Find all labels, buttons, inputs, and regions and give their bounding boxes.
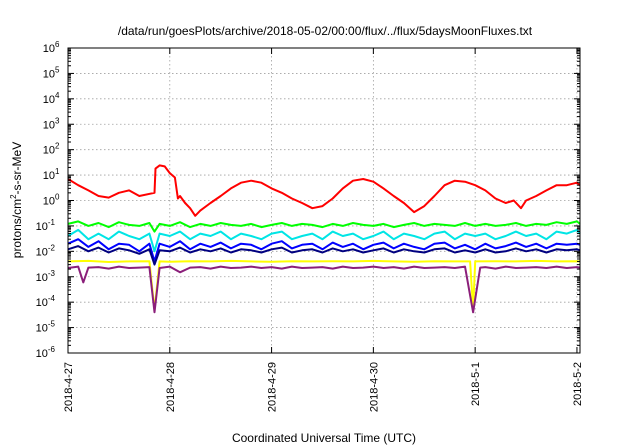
y-axis-label-unit: protons/cm (10, 199, 24, 258)
y-axis-label: protons/cm2-s-sr-MeV (9, 142, 24, 258)
y-tick-label-base: 10 (36, 272, 48, 284)
y-tick-label-base: 10 (43, 196, 55, 208)
x-tick-label: 2018-4-28 (165, 362, 177, 412)
y-tick-label: 10-5 (36, 320, 56, 335)
y-tick-label-base: 10 (43, 170, 55, 182)
series-line-7 (67, 265, 581, 314)
y-tick-label-base: 10 (43, 119, 55, 131)
series-layer (67, 164, 581, 314)
y-tick-label-exponent: -4 (48, 294, 56, 303)
y-tick-label: 102 (43, 142, 60, 157)
y-tick-label-exponent: 3 (55, 116, 60, 125)
x-tick-label: 2018-5-2 (572, 362, 584, 406)
series-line-1 (67, 164, 581, 217)
y-tick-label-exponent: -6 (48, 345, 56, 354)
y-tick-label-base: 10 (43, 68, 55, 80)
y-tick-label: 10-2 (36, 243, 56, 258)
y-tick-label: 104 (43, 91, 60, 106)
y-tick-label: 101 (43, 167, 60, 182)
y-tick-label-base: 10 (43, 94, 55, 106)
x-tick-label: 2018-5-1 (470, 362, 482, 406)
y-tick-label-base: 10 (36, 348, 48, 360)
chart-title: /data/run/goesPlots/archive/2018-05-02/0… (118, 24, 533, 38)
series-line-2 (67, 220, 581, 233)
y-tick-labels: 10-610-510-410-310-210-11001011021031041… (36, 40, 60, 360)
y-tick-label-exponent: -3 (48, 269, 56, 278)
y-tick-label-base: 10 (43, 43, 55, 55)
y-axis-label-exponent: 2 (9, 194, 18, 199)
y-tick-label-base: 10 (36, 323, 48, 335)
y-tick-label-exponent: 6 (55, 40, 60, 49)
y-tick-label: 10-3 (36, 269, 56, 284)
y-tick-label: 10-6 (36, 345, 56, 360)
y-axis-label-rest: -s-sr-MeV (10, 142, 24, 195)
y-tick-label-exponent: 4 (55, 91, 60, 100)
y-tick-label-exponent: -2 (48, 243, 56, 252)
y-tick-label: 10-1 (36, 218, 56, 233)
y-tick-label-base: 10 (36, 297, 48, 309)
series-line-3 (67, 228, 581, 253)
y-tick-label-exponent: -5 (48, 320, 56, 329)
ticks (67, 47, 580, 354)
y-tick-label-base: 10 (36, 246, 48, 258)
y-tick-label-base: 10 (43, 145, 55, 157)
y-tick-label-exponent: 1 (55, 167, 60, 176)
y-tick-label-exponent: 0 (55, 193, 60, 202)
y-tick-label: 100 (43, 193, 60, 208)
y-tick-label-exponent: 2 (55, 142, 60, 151)
series-line-4 (67, 238, 581, 263)
y-tick-label: 106 (43, 40, 60, 55)
y-tick-label-base: 10 (36, 221, 48, 233)
y-tick-label: 10-4 (36, 294, 56, 309)
x-tick-label: 2018-4-30 (368, 362, 380, 412)
y-tick-label-exponent: 5 (55, 65, 60, 74)
y-tick-label: 105 (43, 65, 60, 80)
x-tick-labels: 2018-4-27 2018-4-28 2018-4-29 2018-4-30 2018… (63, 362, 584, 412)
x-tick-label: 2018-4-27 (63, 362, 75, 412)
x-axis-label: Coordinated Universal Time (UTC) (232, 431, 416, 445)
y-tick-label: 103 (43, 116, 60, 131)
y-tick-label-exponent: -1 (48, 218, 56, 227)
x-tick-label: 2018-4-29 (267, 362, 279, 412)
series-line-5 (67, 245, 581, 266)
